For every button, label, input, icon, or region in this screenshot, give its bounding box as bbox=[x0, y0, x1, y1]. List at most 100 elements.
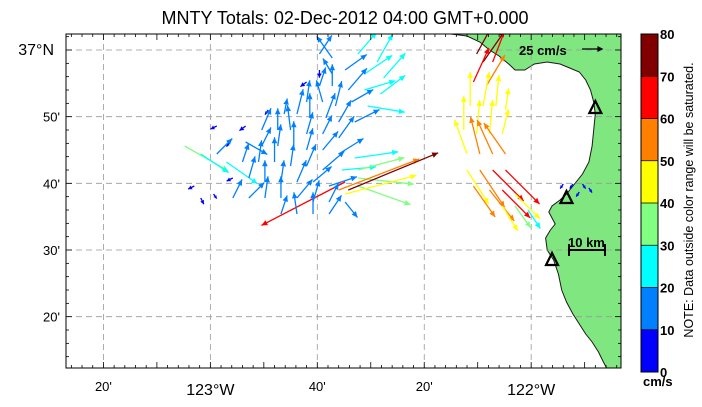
colorbar-label-2: 20 bbox=[660, 281, 674, 296]
current-vector-104-shaft bbox=[505, 169, 541, 205]
colorbar-label-5: 50 bbox=[660, 154, 674, 169]
map-frame bbox=[65, 33, 622, 369]
colorbar-label-6: 60 bbox=[660, 112, 674, 127]
current-vector-105-shaft bbox=[472, 185, 496, 218]
current-vector-53-head bbox=[404, 200, 411, 206]
colorbar-segment-2 bbox=[641, 245, 658, 288]
current-vector-60 bbox=[328, 175, 358, 187]
current-vector-106 bbox=[488, 189, 515, 222]
current-vector-112-head bbox=[560, 185, 564, 189]
current-vector-97-head bbox=[454, 119, 460, 127]
current-vector-48 bbox=[306, 144, 317, 167]
current-vector-67-head bbox=[258, 182, 265, 189]
colorbar-note: NOTE: Data outside color range will be s… bbox=[682, 62, 696, 337]
current-vector-76 bbox=[310, 192, 316, 214]
colorbar-label-3: 30 bbox=[660, 238, 674, 253]
current-vector-27 bbox=[239, 125, 247, 132]
current-vector-7 bbox=[363, 54, 393, 75]
current-vector-99-head bbox=[477, 119, 483, 127]
current-vector-44 bbox=[241, 143, 250, 163]
current-vector-66 bbox=[232, 179, 243, 199]
current-vector-70 bbox=[296, 178, 313, 199]
current-vector-2 bbox=[357, 34, 377, 55]
current-vector-91 bbox=[495, 74, 502, 107]
current-vector-87-head bbox=[483, 47, 489, 55]
colorbar-segment-3 bbox=[641, 203, 658, 246]
current-vector-20-head bbox=[265, 111, 269, 115]
current-vector-91-head bbox=[495, 75, 502, 82]
current-vector-12-head bbox=[360, 68, 367, 75]
current-vector-97 bbox=[454, 119, 468, 155]
current-vector-101-head bbox=[483, 197, 489, 205]
current-vector-68 bbox=[264, 176, 270, 199]
current-vector-100 bbox=[483, 122, 507, 155]
current-vector-73-head bbox=[351, 211, 358, 218]
colorbar-label-8: 80 bbox=[660, 27, 674, 42]
current-vector-43-head bbox=[250, 178, 258, 184]
current-vector-3-head bbox=[387, 34, 393, 41]
land-layer bbox=[450, 34, 621, 368]
current-vector-115-head bbox=[588, 189, 592, 193]
current-vector-110 bbox=[514, 205, 532, 229]
scale-bar-label: 10 km bbox=[568, 235, 605, 250]
current-vector-98-head bbox=[469, 116, 475, 124]
current-vector-1 bbox=[316, 35, 333, 59]
colorbar-label-4: 40 bbox=[660, 196, 674, 211]
current-vector-9-head bbox=[300, 82, 306, 87]
current-vector-51-head bbox=[397, 156, 405, 162]
current-vector-59 bbox=[312, 166, 333, 183]
current-vector-24-head bbox=[330, 93, 336, 100]
current-vector-65 bbox=[213, 193, 218, 200]
y-tick-label-2: 40' bbox=[43, 176, 60, 191]
x-tick-label-3: 20' bbox=[416, 379, 433, 394]
site-marker-2 bbox=[558, 188, 575, 205]
current-vector-47 bbox=[289, 144, 296, 167]
current-vector-96-head bbox=[504, 109, 510, 116]
colorbar-label-0: 0 bbox=[660, 365, 667, 380]
current-vector-56-head bbox=[262, 160, 268, 167]
current-vector-12 bbox=[347, 67, 368, 91]
current-vector-83 bbox=[200, 197, 205, 205]
current-vector-80-head bbox=[226, 138, 233, 145]
current-vector-21 bbox=[283, 98, 289, 115]
current-vector-51 bbox=[357, 156, 405, 171]
current-vector-6 bbox=[344, 53, 368, 71]
current-vector-18 bbox=[351, 89, 374, 103]
current-vector-108-head bbox=[533, 212, 540, 219]
current-vector-51-shaft bbox=[357, 156, 405, 171]
current-vector-107-shaft bbox=[501, 189, 531, 219]
current-vector-4-head bbox=[317, 73, 322, 78]
current-vector-8 bbox=[383, 52, 406, 79]
site-marker-3 bbox=[544, 250, 560, 267]
current-vector-30-head bbox=[285, 105, 291, 112]
current-vector-93-head bbox=[461, 95, 467, 102]
x-tick-label-1: 123°W bbox=[186, 382, 235, 399]
current-vector-74 bbox=[280, 195, 288, 215]
current-vector-96 bbox=[501, 109, 510, 135]
current-vector-15-head bbox=[306, 80, 312, 87]
current-vector-64-shaft bbox=[348, 152, 439, 191]
current-vector-14-head bbox=[398, 75, 406, 82]
current-vector-10-head bbox=[321, 67, 327, 74]
current-vector-95 bbox=[488, 99, 495, 135]
current-vector-76-head bbox=[310, 192, 316, 199]
current-vector-71 bbox=[312, 180, 321, 203]
current-vector-97-shaft bbox=[454, 119, 468, 155]
current-vector-90 bbox=[482, 71, 491, 107]
current-vector-99-shaft bbox=[476, 119, 494, 155]
current-vector-85-shaft bbox=[482, 34, 504, 63]
current-vector-107 bbox=[501, 189, 531, 219]
current-vector-56 bbox=[262, 160, 268, 182]
current-vector-17 bbox=[334, 81, 343, 107]
current-vector-87-shaft bbox=[472, 47, 490, 83]
current-vector-68-head bbox=[264, 176, 270, 183]
ocean-background bbox=[66, 34, 621, 368]
current-vector-61 bbox=[261, 181, 346, 226]
current-vector-26-head bbox=[372, 109, 380, 115]
y-tick-label-1: 50' bbox=[43, 110, 60, 125]
current-vector-82-head bbox=[188, 185, 193, 190]
current-vector-49-head bbox=[338, 151, 345, 158]
current-vector-74-head bbox=[282, 195, 288, 202]
current-vector-80 bbox=[216, 138, 233, 155]
current-vector-58 bbox=[296, 160, 307, 183]
